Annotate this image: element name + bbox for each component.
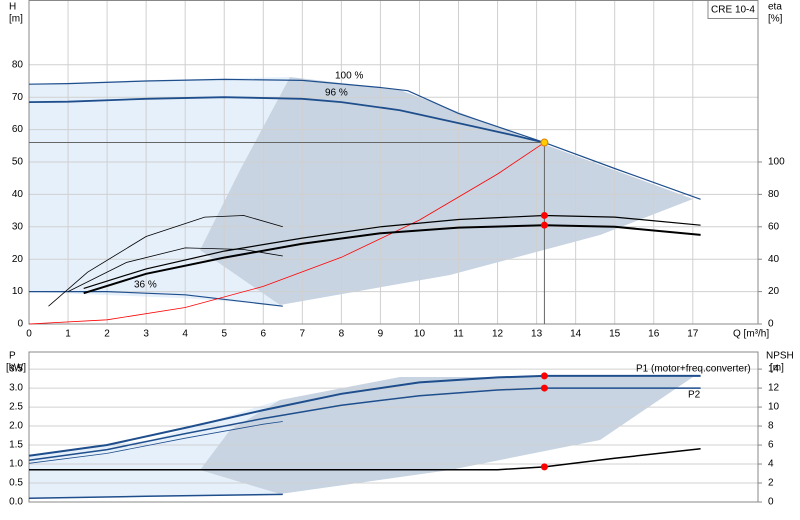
curve: [28, 96, 545, 144]
y2-tick-label: 6: [768, 440, 774, 451]
curve: [48, 215, 283, 307]
x-tick-label: 9: [378, 329, 384, 340]
y-axis-label: P: [9, 351, 16, 362]
grey-region: [200, 377, 693, 494]
x-tick-label: 16: [648, 329, 660, 340]
curve-label: P1 (motor+freq.converter): [636, 364, 751, 375]
x-tick-label: 14: [570, 329, 582, 340]
y-tick-label: 2.5: [9, 402, 23, 413]
y-tick-label: 60: [12, 124, 24, 135]
y2-tick-label: 8: [768, 421, 774, 432]
y2-tick-label: 0: [768, 497, 774, 508]
curve: [83, 224, 701, 295]
curve: [28, 421, 283, 464]
y2-tick-label: 40: [768, 254, 780, 265]
y2-tick-label: 100: [768, 157, 785, 168]
operating-point: [540, 372, 548, 380]
y-tick-label: 0.0: [9, 497, 23, 508]
x-tick-label: 8: [339, 329, 345, 340]
x-tick-label: 0: [26, 329, 32, 340]
y-tick-label: 80: [12, 59, 24, 70]
curve-label: P2: [688, 390, 701, 401]
x-tick-label: 10: [414, 329, 426, 340]
light-region: [29, 400, 280, 498]
x-tick-label: 13: [531, 329, 543, 340]
x-tick-label: 7: [300, 329, 306, 340]
grey-region: [200, 77, 693, 305]
y-tick-label: 30: [12, 221, 24, 232]
x-tick-label: 6: [260, 329, 266, 340]
light-region: [29, 77, 290, 305]
y-axis-label: H: [9, 2, 16, 13]
curve: [28, 493, 283, 499]
y-tick-label: 0: [17, 319, 23, 330]
x-tick-label: 4: [182, 329, 188, 340]
operating-point: [540, 463, 548, 471]
y2-axis-label: eta: [768, 2, 782, 13]
y-tick-label: 3.5: [9, 364, 23, 375]
x-tick-label: 11: [453, 329, 464, 340]
y2-tick-label: 80: [768, 189, 780, 200]
title-box: [707, 0, 759, 19]
x-axis-label: Q [m³/h]: [733, 329, 769, 340]
y2-tick-label: 4: [768, 459, 774, 470]
curve: [67, 247, 283, 292]
x-tick-label: 12: [492, 329, 504, 340]
curve-label: 36 %: [134, 280, 157, 291]
y2-tick-label: 12: [768, 383, 780, 394]
y-tick-label: 70: [12, 92, 24, 103]
y2-tick-label: 20: [768, 286, 780, 297]
operating-point: [540, 138, 549, 147]
curve: [83, 214, 701, 289]
x-tick-label: 3: [143, 329, 149, 340]
operating-point: [540, 384, 548, 392]
y-tick-label: 1.5: [9, 440, 23, 451]
y-tick-label: 3.0: [9, 383, 23, 394]
operating-point: [540, 211, 548, 219]
y2-tick-label: 0: [768, 319, 774, 330]
operating-point: [540, 221, 548, 229]
x-tick-label: 5: [221, 329, 227, 340]
y-axis-unit: [m]: [9, 14, 23, 25]
curve: [28, 78, 701, 200]
y-tick-label: 50: [12, 157, 24, 168]
y2-axis-unit: [m]: [770, 363, 784, 374]
x-tick-label: 15: [609, 329, 621, 340]
chart-title: CRE 10-4: [711, 5, 755, 16]
curve: [29, 448, 701, 471]
y-tick-label: 0.5: [9, 478, 23, 489]
plot-frame: [28, 351, 759, 503]
curve: [28, 387, 701, 461]
x-tick-label: 1: [65, 329, 71, 340]
y2-tick-label: 60: [768, 221, 780, 232]
x-tick-label: 2: [104, 329, 110, 340]
y-tick-label: 20: [12, 254, 24, 265]
curve-label: 96 %: [325, 88, 348, 99]
curve: [28, 142, 545, 325]
y2-tick-label: 10: [768, 402, 780, 413]
x-tick-label: 17: [687, 329, 699, 340]
y2-axis-unit: [%]: [768, 14, 783, 25]
y-tick-label: 10: [12, 286, 24, 297]
y-tick-label: 40: [12, 189, 24, 200]
y2-tick-label: 14: [768, 364, 780, 375]
y2-axis-label: NPSH: [766, 351, 794, 362]
y-axis-unit: [kW]: [6, 363, 26, 374]
curve: [28, 374, 701, 457]
y-tick-label: 1.0: [9, 459, 23, 470]
curve-label: 100 %: [335, 71, 363, 82]
y-tick-label: 2.0: [9, 421, 23, 432]
y2-tick-label: 2: [768, 478, 774, 489]
